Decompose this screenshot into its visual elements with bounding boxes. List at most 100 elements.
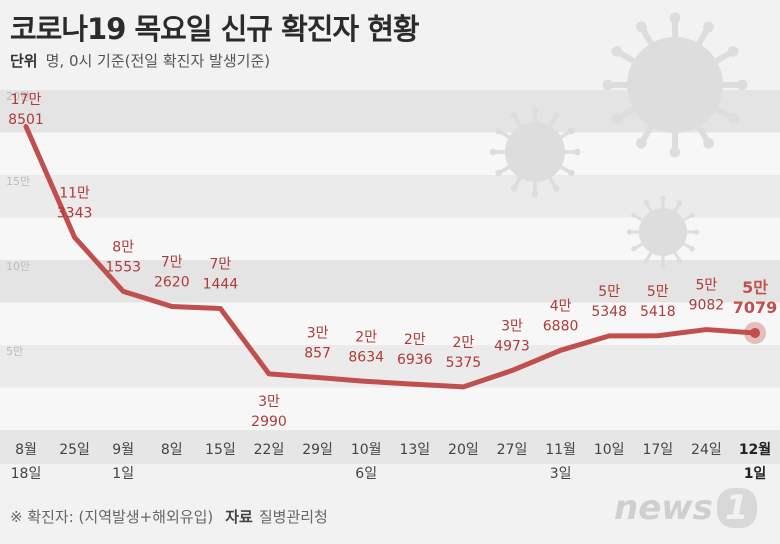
- y-axis: 5만 10만 15만 20만: [6, 90, 30, 358]
- virus-spike-tip: [611, 46, 623, 57]
- unit-label: 단위: [10, 52, 38, 70]
- virus-spike-tip: [631, 246, 637, 252]
- data-label-rest: 857: [304, 346, 331, 362]
- footer: ※ 확진자: (지역발생+해외유입) 자료 질병관리청: [10, 506, 328, 527]
- data-label-man: 5만: [647, 284, 669, 300]
- y-tick-label: 10만: [6, 260, 30, 273]
- virus-spike-tip: [689, 212, 695, 218]
- data-label-rest: 6936: [397, 352, 433, 368]
- virus-spike-tip: [495, 169, 502, 177]
- data-label-man: 3만: [307, 326, 329, 342]
- virus-body: [505, 122, 565, 182]
- virus-spike-tip: [573, 148, 581, 156]
- x-tick-label: 3일: [550, 466, 572, 482]
- virus-spike-tip: [568, 127, 575, 135]
- virus-spike-tip: [531, 106, 539, 114]
- virus-spike-tip: [631, 212, 637, 218]
- x-tick-label: 29일: [302, 442, 333, 458]
- virus-spike-tip: [626, 229, 633, 235]
- virus-spike-tip: [727, 46, 739, 57]
- x-tick-label: 6일: [355, 466, 377, 482]
- series-line-path: [23, 124, 758, 390]
- virus-spike-tip: [703, 21, 714, 33]
- logo-text: news: [614, 488, 713, 528]
- data-label-man: 7만: [210, 257, 232, 273]
- virus-decoration-icon: [489, 12, 748, 269]
- x-tick-label: 24일: [691, 442, 722, 458]
- virus-spike-tip: [660, 262, 666, 269]
- data-label-rest: 8634: [348, 349, 384, 365]
- virus-spike-tip: [510, 112, 518, 119]
- virus-spike-tip: [636, 21, 647, 33]
- virus-spike-tip: [727, 113, 739, 124]
- news1-logo: news 1: [614, 488, 757, 528]
- virus-spike-tip: [643, 258, 649, 264]
- data-label-man: 2만: [404, 332, 426, 348]
- x-tick-label: 10일: [594, 442, 625, 458]
- virus-body: [627, 37, 723, 133]
- data-label-man: 4만: [550, 298, 572, 314]
- data-labels: 17만 8501 11만 3343 8만 1553 7만 2620 7만 1444 3만 2990 3만…: [8, 92, 777, 430]
- x-tick-label: 8일: [161, 442, 183, 458]
- data-label-man: 5만: [696, 278, 718, 294]
- data-label-man: 3만: [501, 319, 523, 335]
- data-label-man: 11만: [59, 185, 90, 201]
- unit-text: 명, 0시 기준(전일 확진자 발생기준): [45, 52, 271, 70]
- virus-spike-tip: [677, 258, 683, 264]
- x-axis: 8월 18일 25일 9월 1일 8일 15일 22일 29일 10월 6일 13일 20일 27일 11월…: [11, 441, 772, 482]
- data-label-man: 7만: [161, 255, 183, 271]
- data-label-rest: 3343: [57, 205, 93, 221]
- x-axis-band: [0, 430, 780, 464]
- virus-spike-tip: [602, 79, 614, 91]
- virus-spike-tip: [611, 113, 623, 124]
- virus-spike-tip: [689, 246, 695, 252]
- virus-spike-tip: [552, 185, 560, 192]
- virus-spike-tip: [531, 190, 539, 198]
- x-tick-label: 20일: [448, 442, 479, 458]
- data-label-man: 3만: [258, 394, 280, 410]
- plot-background: [0, 90, 780, 464]
- x-tick-label: 12월: [739, 441, 771, 458]
- source-label: 자료: [225, 508, 253, 526]
- virus-spike-tip: [669, 146, 681, 158]
- data-label-man: 5만: [598, 284, 620, 300]
- data-label-rest: 8501: [8, 112, 44, 128]
- source-name: 질병관리청: [258, 508, 328, 526]
- virus-spike-tip: [693, 229, 700, 235]
- data-label-rest: 6880: [543, 318, 579, 334]
- x-tick-label: 1일: [112, 466, 134, 482]
- x-tick-label: 10월: [351, 442, 382, 458]
- x-tick-label: 13일: [399, 442, 430, 458]
- virus-spike-tip: [660, 195, 666, 202]
- x-tick-label: 9월: [112, 442, 134, 458]
- virus-spike-tip: [643, 200, 649, 206]
- x-tick-label: 8월: [15, 442, 37, 458]
- virus-spike-tip: [677, 200, 683, 206]
- data-label-man: 8만: [112, 239, 134, 255]
- x-tick-label: 22일: [254, 442, 285, 458]
- y-tick-label: 20만: [6, 90, 30, 103]
- logo-mark: 1: [716, 488, 757, 528]
- x-tick-label: 25일: [59, 442, 90, 458]
- virus-spike-tip: [669, 12, 681, 24]
- page-title: 코로나19 목요일 신규 확진자 현황: [10, 12, 420, 46]
- data-label-rest: 1444: [203, 277, 239, 293]
- x-tick-label: 27일: [497, 442, 528, 458]
- x-tick-label: 11월: [545, 442, 576, 458]
- virus-spike-tip: [510, 185, 518, 192]
- series-line: [23, 124, 766, 390]
- y-tick-label: 15만: [6, 175, 30, 188]
- unit-note: 단위 명, 0시 기준(전일 확진자 발생기준): [10, 50, 270, 71]
- virus-spike-tip: [568, 169, 575, 177]
- data-label-rest: 2990: [251, 414, 287, 430]
- data-label-rest: 9082: [689, 298, 725, 314]
- virus-spike-tip: [736, 79, 748, 91]
- data-label-rest: 5418: [640, 304, 676, 320]
- x-tick-label: 18일: [11, 466, 42, 482]
- data-label-rest: 2620: [154, 275, 190, 291]
- data-label-rest: 5348: [591, 304, 627, 320]
- virus-body: [639, 208, 687, 256]
- data-label-man: 2만: [355, 329, 377, 345]
- data-label-rest: 5375: [446, 355, 482, 371]
